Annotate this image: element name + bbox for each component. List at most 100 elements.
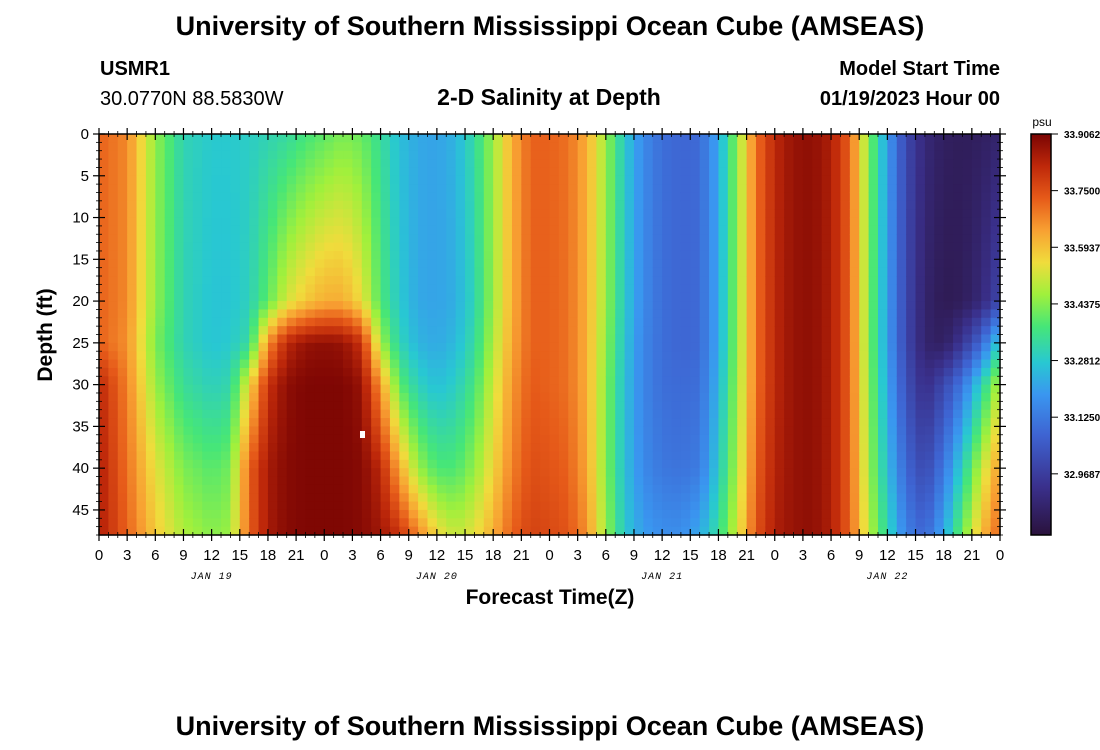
heatmap-cell	[746, 150, 757, 160]
heatmap-cell	[605, 301, 616, 311]
heatmap-cell	[211, 367, 222, 377]
heatmap-cell	[343, 376, 354, 386]
x-tick-label: 3	[799, 547, 807, 564]
heatmap-cell	[821, 192, 832, 202]
heatmap-cell	[662, 209, 673, 219]
heatmap-cell	[136, 276, 147, 285]
heatmap-cell	[953, 167, 964, 177]
heatmap-cell	[774, 317, 785, 327]
heatmap-cell	[352, 250, 363, 260]
heatmap-cell	[380, 367, 391, 377]
heatmap-cell	[849, 276, 860, 285]
heatmap-cell	[859, 192, 870, 202]
heatmap-cell	[202, 484, 213, 494]
heatmap-cell	[615, 476, 626, 486]
heatmap-cell	[221, 476, 231, 486]
heatmap-cell	[746, 401, 757, 411]
heatmap-cell	[605, 259, 616, 269]
heatmap-cell	[671, 459, 682, 469]
heatmap-cell	[793, 426, 804, 436]
heatmap-cell	[793, 418, 804, 427]
heatmap-cell	[305, 418, 316, 427]
heatmap-cell	[596, 342, 607, 352]
heatmap-cell	[258, 209, 269, 219]
heatmap-cell	[971, 451, 982, 461]
heatmap-cell	[530, 276, 541, 285]
heatmap-cell	[624, 518, 635, 528]
heatmap-cell	[709, 167, 720, 177]
heatmap-cell	[174, 359, 185, 369]
heatmap-cell	[502, 468, 513, 478]
heatmap-cell	[314, 493, 325, 503]
heatmap-cell	[549, 434, 560, 444]
heatmap-cell	[558, 217, 569, 227]
heatmap-cell	[474, 426, 485, 436]
heatmap-cell	[840, 209, 851, 219]
heatmap-cell	[896, 384, 907, 394]
heatmap-cell	[286, 493, 297, 503]
heatmap-cell	[155, 242, 166, 252]
heatmap-cell	[568, 326, 579, 336]
heatmap-cell	[699, 192, 710, 202]
heatmap-cell	[267, 509, 278, 519]
heatmap-cell	[671, 150, 682, 160]
heatmap-cell	[136, 192, 147, 202]
heatmap-cell	[934, 309, 945, 319]
heatmap-cell	[793, 292, 804, 302]
heatmap-cell	[662, 200, 673, 210]
heatmap-cell	[371, 192, 382, 202]
heatmap-cell	[633, 225, 644, 235]
heatmap-cell	[474, 234, 485, 244]
heatmap-cell	[511, 175, 522, 185]
heatmap-cell	[389, 326, 400, 336]
heatmap-cell	[465, 409, 476, 419]
heatmap-cell	[746, 493, 757, 503]
heatmap-cell	[305, 134, 316, 143]
heatmap-cell	[680, 376, 691, 386]
heatmap-cell	[455, 401, 466, 411]
heatmap-cell	[455, 175, 466, 185]
heatmap-cell	[577, 351, 588, 361]
heatmap-cell	[465, 242, 476, 252]
heatmap-cell	[314, 359, 325, 369]
heatmap-cell	[568, 175, 579, 185]
heatmap-cell	[924, 459, 935, 469]
heatmap-cell	[624, 175, 635, 185]
heatmap-cell	[680, 217, 691, 227]
heatmap-cell	[380, 476, 391, 486]
heatmap-cell	[971, 200, 982, 210]
heatmap-cell	[239, 217, 250, 227]
heatmap-cell	[990, 392, 1001, 402]
heatmap-cell	[155, 342, 166, 352]
heatmap-cell	[239, 351, 250, 361]
heatmap-cell	[774, 292, 785, 302]
heatmap-cell	[521, 392, 532, 402]
heatmap-cell	[399, 150, 410, 160]
heatmap-cell	[812, 434, 823, 444]
heatmap-cell	[990, 267, 1001, 277]
heatmap-cell	[709, 292, 720, 302]
heatmap-cell	[558, 301, 569, 311]
heatmap-cell	[577, 451, 588, 461]
heatmap-cell	[727, 175, 738, 185]
heatmap-cell	[286, 192, 297, 202]
heatmap-cell	[136, 292, 147, 302]
heatmap-cell	[155, 451, 166, 461]
heatmap-cell	[343, 384, 354, 394]
heatmap-cell	[624, 392, 635, 402]
heatmap-cell	[887, 234, 898, 244]
heatmap-cell	[662, 459, 673, 469]
heatmap-cell	[164, 150, 175, 160]
heatmap-cell	[305, 276, 316, 285]
heatmap-cell	[906, 342, 917, 352]
heatmap-cell	[371, 184, 382, 194]
heatmap-cell	[127, 342, 138, 352]
heatmap-cell	[765, 159, 776, 169]
heatmap-cell	[493, 159, 504, 169]
heatmap-cell	[821, 401, 832, 411]
heatmap-cell	[802, 276, 813, 285]
heatmap-cell	[962, 184, 973, 194]
heatmap-cell	[774, 209, 785, 219]
heatmap-cell	[211, 518, 222, 528]
heatmap-cell	[624, 501, 635, 511]
